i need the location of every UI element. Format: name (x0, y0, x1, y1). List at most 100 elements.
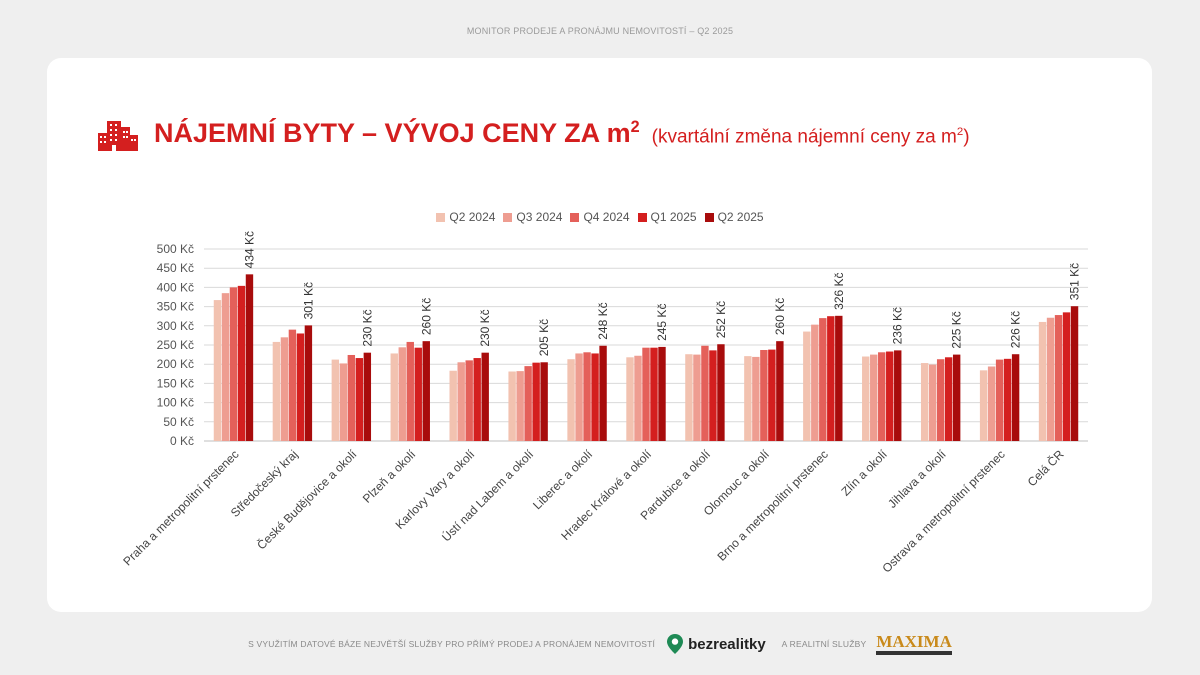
bar (331, 359, 340, 441)
legend-item: Q1 2025 (637, 210, 697, 224)
bar (304, 325, 313, 441)
bar (952, 354, 961, 441)
bar (398, 347, 406, 441)
legend-swatch (436, 212, 446, 222)
data-label: 260 Kč (773, 298, 787, 335)
bar (928, 364, 937, 441)
data-label: 351 Kč (1068, 263, 1082, 300)
bar (355, 358, 364, 441)
chart-title: NÁJEMNÍ BYTY – VÝVOJ CENY ZA m2 (kvartál… (98, 118, 970, 149)
category-label: Ostrava a metropolitní prstenec (879, 447, 1007, 575)
bar (626, 357, 634, 441)
title-subtitle: (kvartální změna nájemní ceny za m2) (651, 125, 970, 147)
bar (819, 318, 827, 441)
bar (803, 331, 811, 441)
bar (296, 333, 305, 441)
maxima-logo: MAXIMA (876, 633, 952, 655)
bar (752, 356, 760, 441)
data-label: 434 Kč (242, 231, 256, 268)
bar (1003, 358, 1012, 441)
bar (532, 362, 540, 441)
bar (920, 363, 929, 441)
legend-label: Q2 2024 (449, 210, 496, 224)
legend-item: Q3 2024 (503, 210, 562, 224)
category-label: Liberec a okolí (530, 447, 596, 513)
bar (449, 370, 457, 441)
bar (465, 360, 473, 441)
bar (768, 349, 776, 441)
bar (693, 354, 701, 441)
bar (583, 352, 591, 441)
bar (567, 359, 575, 441)
bar (894, 350, 902, 441)
category-label: Praha a metropolitní prstenec (120, 447, 241, 568)
bar (658, 346, 666, 441)
legend-swatch (704, 212, 714, 222)
bar (979, 370, 988, 441)
bar (599, 345, 607, 441)
bar (540, 362, 548, 441)
bar (936, 359, 945, 441)
bar (1038, 321, 1047, 441)
bar (717, 344, 725, 441)
category-label: Zlín a okolí (838, 447, 890, 499)
y-tick-label: 0 Kč (170, 434, 194, 448)
y-tick-label: 50 Kč (163, 415, 194, 429)
data-label: 236 Kč (891, 307, 905, 344)
bar (363, 352, 372, 441)
y-tick-label: 300 Kč (157, 319, 194, 333)
legend-item: Q4 2024 (570, 210, 630, 224)
bar (862, 356, 870, 441)
data-label: 245 Kč (655, 304, 669, 341)
bar (339, 363, 348, 441)
bar (473, 358, 481, 441)
bar (878, 352, 886, 441)
bar (457, 362, 465, 441)
category-label: Celá ČR (1024, 446, 1067, 489)
y-tick-label: 400 Kč (157, 280, 194, 294)
bar (414, 347, 422, 441)
bar (524, 366, 532, 441)
title-main: NÁJEMNÍ BYTY – VÝVOJ CENY ZA m2 (154, 118, 640, 148)
bar (481, 352, 489, 441)
bar (886, 351, 894, 441)
data-label: 230 Kč (360, 309, 374, 346)
footer-mid-text: A REALITNÍ SLUŽBY (781, 639, 867, 649)
bar (245, 274, 254, 441)
data-label: 252 Kč (714, 301, 728, 338)
category-label: Plzeň a okolí (360, 447, 419, 506)
data-label: 260 Kč (419, 298, 433, 335)
y-tick-label: 350 Kč (157, 300, 194, 314)
bar (685, 354, 693, 441)
bar (237, 285, 246, 441)
legend-label: Q3 2024 (516, 210, 563, 224)
bar (272, 341, 281, 441)
y-tick-label: 100 Kč (157, 396, 194, 410)
bar (347, 354, 356, 441)
legend-swatch (503, 212, 513, 222)
y-tick-label: 200 Kč (157, 357, 194, 371)
legend-item: Q2 2024 (436, 210, 495, 224)
bar (1046, 317, 1055, 441)
bar (390, 353, 398, 441)
bar (776, 341, 784, 441)
legend-label: Q4 2024 (583, 210, 630, 224)
data-label: 301 Kč (301, 282, 315, 319)
bar (995, 359, 1004, 441)
bar (634, 355, 642, 441)
data-label: 225 Kč (950, 311, 964, 348)
bar (508, 371, 516, 441)
data-label: 230 Kč (478, 309, 492, 346)
bar (744, 356, 752, 441)
location-pin-icon (667, 634, 684, 654)
bar (229, 287, 238, 441)
bar (835, 315, 843, 441)
data-label: 248 Kč (596, 302, 610, 339)
y-tick-label: 150 Kč (157, 376, 194, 390)
bar (288, 329, 297, 441)
bar (709, 350, 717, 441)
bar (516, 371, 524, 441)
category-label: České Budějovice a okolí (254, 446, 360, 552)
bar (280, 337, 289, 441)
bar (642, 347, 650, 441)
